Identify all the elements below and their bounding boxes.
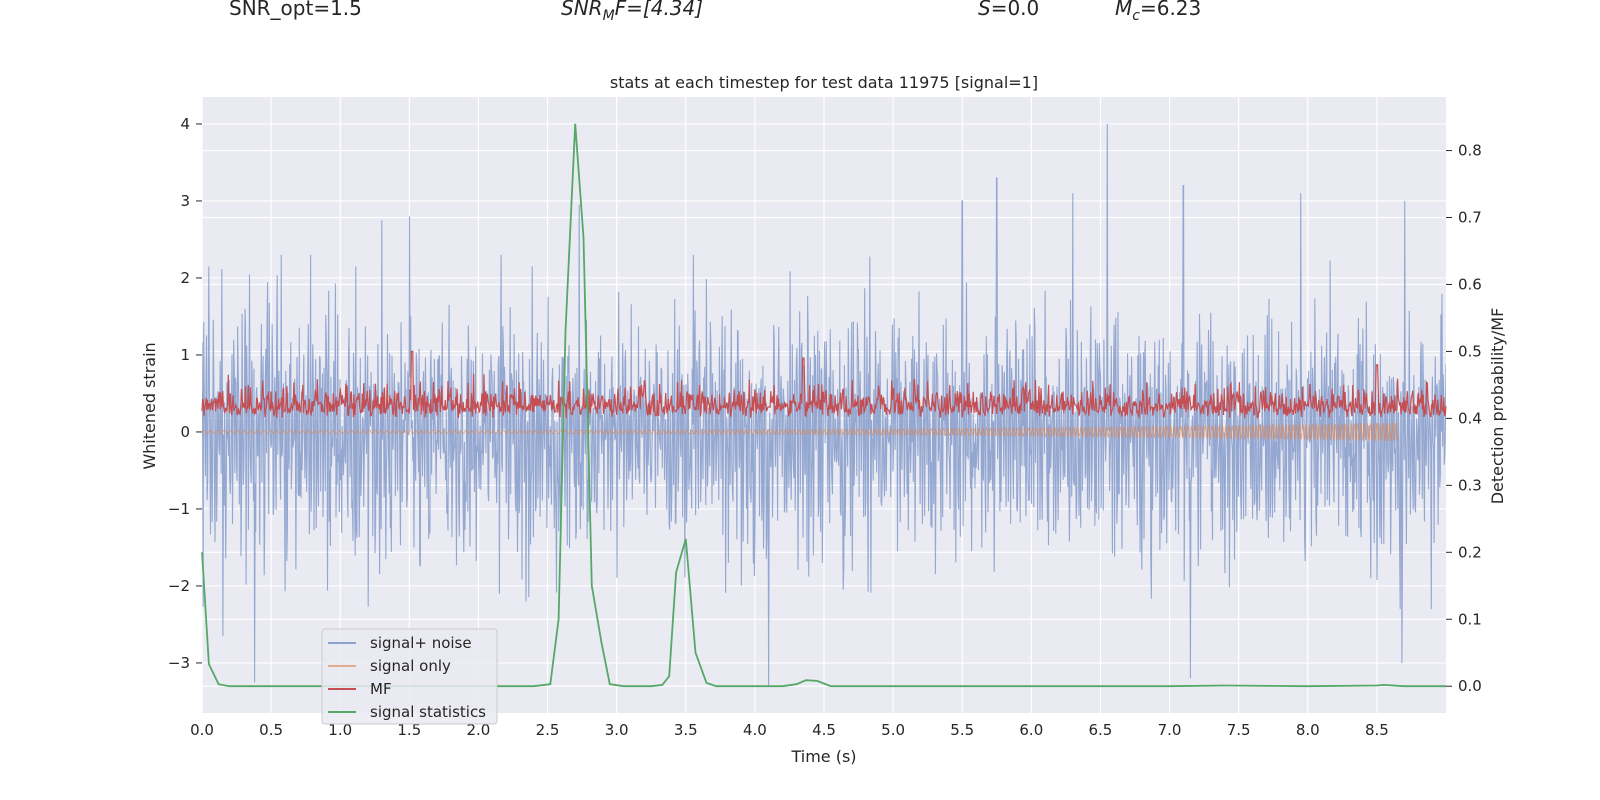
x-tick-label: 1.0: [328, 721, 352, 739]
y-tick-label: 0: [180, 423, 190, 441]
snr-mf-label: SNRMF=[4.34]: [561, 0, 704, 24]
x-tick-label: 8.5: [1365, 721, 1389, 739]
y-right-tick-label: 0.2: [1458, 543, 1482, 561]
y-tick-label: −1: [168, 500, 190, 518]
x-tick-label: 2.5: [536, 721, 560, 739]
y-tick-label: −3: [168, 654, 190, 672]
series-mf: [201, 350, 1447, 420]
x-tick-label: 6.5: [1089, 721, 1113, 739]
x-tick-label: 7.0: [1158, 721, 1182, 739]
y-right-tick-label: 0.4: [1458, 409, 1482, 427]
x-tick-label: 5.0: [881, 721, 905, 739]
legend-label: MF: [370, 680, 392, 698]
y-right-tick-label: 0.6: [1458, 275, 1482, 293]
legend: signal+ noise signal only MF signal statist…: [321, 628, 498, 725]
x-tick-label: 7.5: [1227, 721, 1251, 739]
x-tick-label: 4.0: [743, 721, 767, 739]
signal-only-line: [201, 421, 1399, 442]
chart-title: stats at each timestep for test data 119…: [610, 73, 1038, 92]
x-tick-label: 5.5: [950, 721, 974, 739]
x-tick-label: 2.0: [467, 721, 491, 739]
s-value-label: S=0.0: [978, 0, 1040, 20]
y-axis-label: Whitened strain: [140, 342, 159, 469]
mc-value-label: Mc=6.23: [1115, 0, 1202, 24]
x-tick-label: 8.0: [1296, 721, 1320, 739]
y-tick-label: −2: [168, 577, 190, 595]
x-tick-label: 6.0: [1019, 721, 1043, 739]
y-right-tick-label: 0.5: [1458, 342, 1482, 360]
y-right-tick-label: 0.3: [1458, 476, 1482, 494]
legend-label: signal statistics: [370, 703, 486, 721]
x-tick-label: 1.5: [397, 721, 421, 739]
legend-label: signal only: [370, 657, 451, 675]
x-tick-label: 0.0: [190, 721, 214, 739]
mf-line: [201, 350, 1447, 420]
series-signal-only: [201, 421, 1399, 442]
axes: 0.0 0.5 1.0 1.5 2.0 2.5 3.0 3.5 4.0 4.5 5.0 5.5 6.0 6…: [168, 115, 1482, 739]
y-axis-right-label: Detection probability/MF: [1488, 308, 1507, 505]
x-tick-label: 4.5: [812, 721, 836, 739]
y-tick-label: 3: [180, 192, 190, 210]
snr-opt-label: SNR_opt=1.5: [229, 0, 362, 20]
y-right-tick-label: 0.8: [1458, 142, 1482, 160]
y-tick-label: 2: [180, 269, 190, 287]
x-tick-label: 3.5: [674, 721, 698, 739]
x-tick-label: 0.5: [259, 721, 283, 739]
y-right-tick-label: 0.1: [1458, 610, 1482, 628]
legend-label: signal+ noise: [370, 634, 472, 652]
x-axis-label: Time (s): [790, 747, 856, 766]
x-tick-label: 3.0: [605, 721, 629, 739]
y-tick-label: 1: [180, 346, 190, 364]
y-right-tick-label: 0.7: [1458, 209, 1482, 227]
y-tick-label: 4: [180, 115, 190, 133]
legend-box: [321, 628, 498, 725]
y-right-tick-label: 0.0: [1458, 677, 1482, 695]
